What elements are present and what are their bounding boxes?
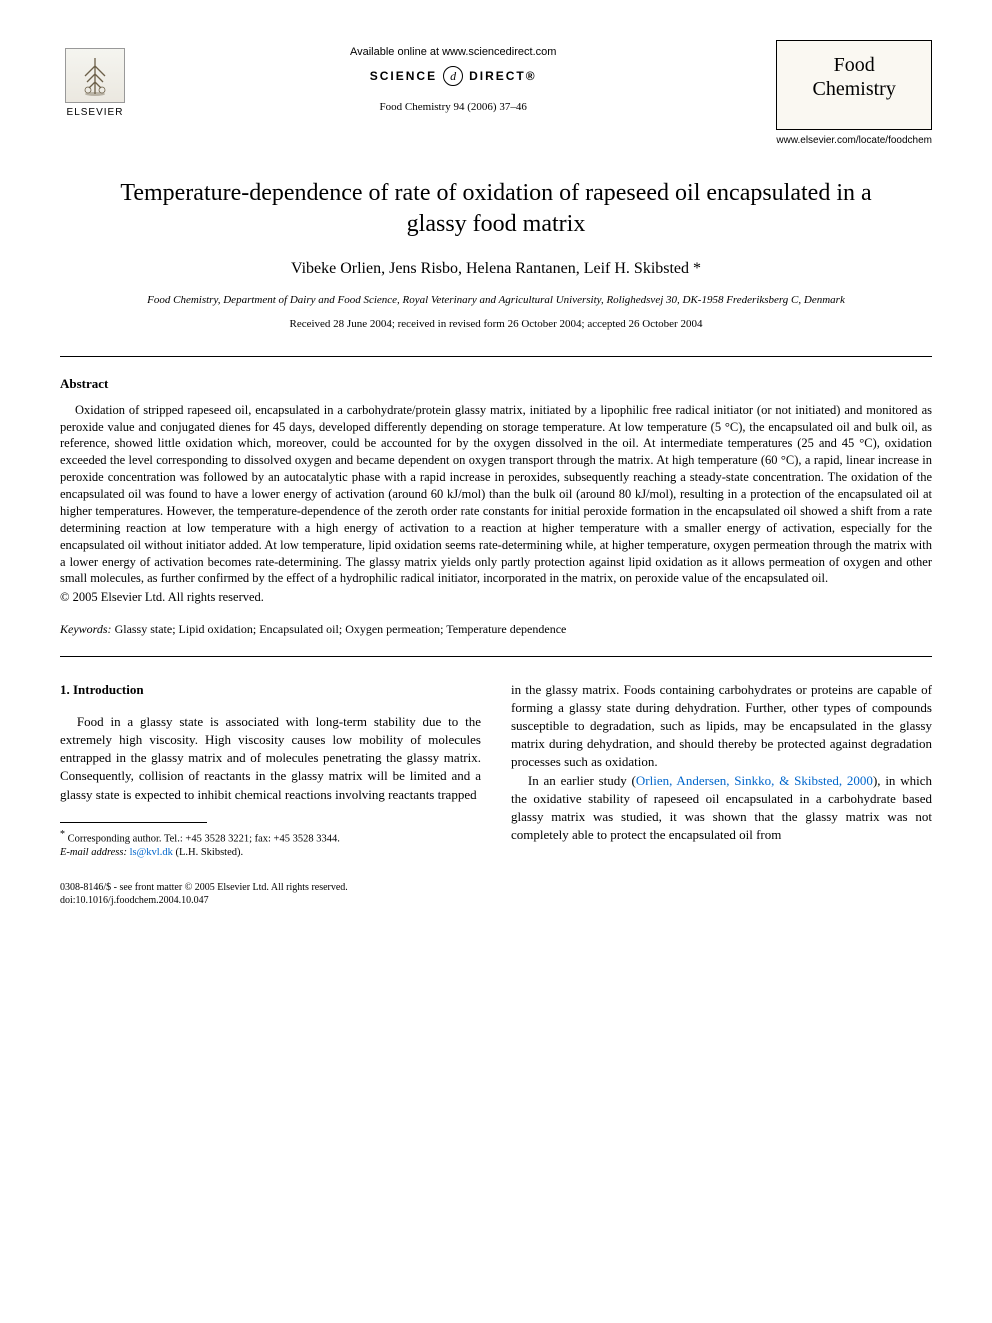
publisher-logo: ELSEVIER [60,40,130,120]
article-title: Temperature-dependence of rate of oxidat… [100,178,892,240]
footnote-email-after: (L.H. Skibsted). [173,847,243,858]
footnote-email-label: E-mail address: [60,847,127,858]
publisher-name: ELSEVIER [67,106,124,120]
citation-link-orlien-2000[interactable]: Orlien, Andersen, Sinkko, & Skibsted, 20… [636,773,873,788]
intro-para-right-1: in the glassy matrix. Foods containing c… [511,681,932,772]
journal-reference: Food Chemistry 94 (2006) 37–46 [130,100,776,115]
elsevier-tree-icon [65,48,125,103]
divider-top [60,356,932,357]
authors-line: Vibeke Orlien, Jens Risbo, Helena Rantan… [60,258,932,280]
body-columns: 1. Introduction Food in a glassy state i… [60,681,932,908]
sd-direct-text: DIRECT® [469,68,537,85]
abstract-heading: Abstract [60,375,932,393]
sd-science-text: SCIENCE [370,68,437,85]
journal-box-wrapper: Food Chemistry www.elsevier.com/locate/f… [776,40,932,148]
keywords-label: Keywords: [60,622,112,636]
abstract-copyright: © 2005 Elsevier Ltd. All rights reserved… [60,589,932,607]
available-online-text: Available online at www.sciencedirect.co… [130,45,776,60]
affiliation: Food Chemistry, Department of Dairy and … [140,293,852,307]
page-header: ELSEVIER Available online at www.science… [60,40,932,148]
intro-para-left: Food in a glassy state is associated wit… [60,713,481,804]
left-column: 1. Introduction Food in a glassy state i… [60,681,481,908]
introduction-heading: 1. Introduction [60,681,481,699]
journal-name-line2: Chemistry [793,77,915,101]
divider-bottom [60,656,932,657]
journal-url: www.elsevier.com/locate/foodchem [776,134,932,148]
doi-block: 0308-8146/$ - see front matter © 2005 El… [60,881,481,907]
header-center: Available online at www.sciencedirect.co… [130,40,776,116]
article-dates: Received 28 June 2004; received in revis… [60,317,932,332]
footnote-corr-text: Corresponding author. Tel.: +45 3528 322… [68,833,340,844]
keywords-text: Glassy state; Lipid oxidation; Encapsula… [112,622,567,636]
footnote-star-icon: * [60,829,65,840]
keywords-line: Keywords: Glassy state; Lipid oxidation;… [60,621,932,638]
front-matter-line: 0308-8146/$ - see front matter © 2005 El… [60,881,481,894]
intro-r2-a: In an earlier study ( [528,773,636,788]
journal-name-line1: Food [793,53,915,77]
sciencedirect-logo: SCIENCE d DIRECT® [130,66,776,86]
abstract-text: Oxidation of stripped rapeseed oil, enca… [60,402,932,588]
right-column: in the glassy matrix. Foods containing c… [511,681,932,908]
footnote-rule [60,822,207,823]
sd-d-icon: d [443,66,463,86]
intro-para-right-2: In an earlier study (Orlien, Andersen, S… [511,772,932,845]
journal-title-box: Food Chemistry [776,40,932,130]
corresponding-author-footnote: * Corresponding author. Tel.: +45 3528 3… [60,828,481,860]
footnote-email-link[interactable]: ls@kvl.dk [130,847,173,858]
doi-line: doi:10.1016/j.foodchem.2004.10.047 [60,894,481,907]
